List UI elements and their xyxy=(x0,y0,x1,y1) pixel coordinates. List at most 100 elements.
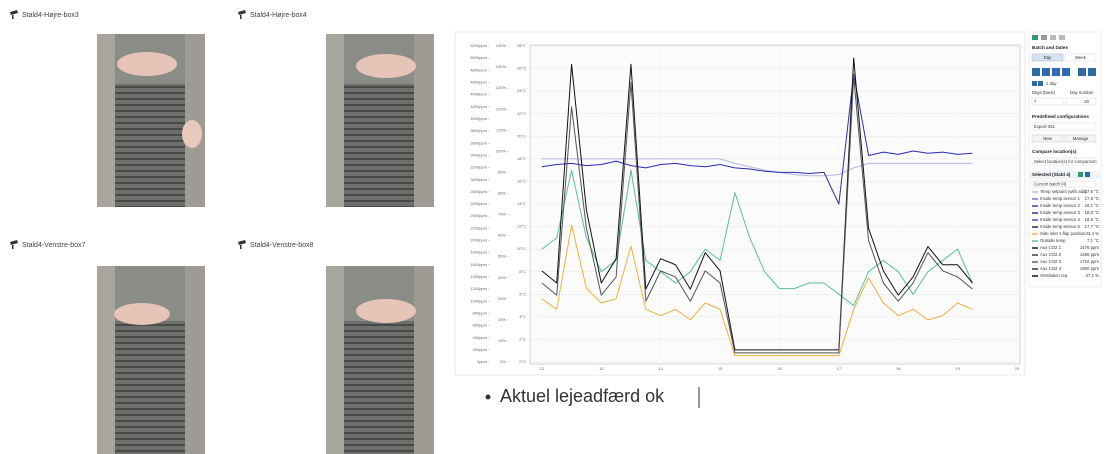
select[interactable] xyxy=(1031,157,1097,166)
button-label: New xyxy=(1043,136,1052,141)
y-tick-label: 28°C xyxy=(517,43,526,48)
legend-name: Side inlet 1 flap position xyxy=(1040,231,1086,236)
y3-tick-label: 60% xyxy=(498,233,506,238)
camera-tile[interactable]: Stald4-Venstre-box8 xyxy=(238,240,434,454)
legend-name: Outside temp xyxy=(1040,238,1066,243)
y2-tick-label: 2800ppm xyxy=(470,189,487,194)
y2-tick-label: 4400ppm xyxy=(470,92,487,97)
y-tick-label: 6°C xyxy=(519,291,526,296)
y3-tick-label: 50% xyxy=(498,254,506,259)
y-tick-label: 24°C xyxy=(517,88,526,93)
input-value: 20 xyxy=(1084,99,1089,104)
y2-tick-label: 0ppm xyxy=(477,359,488,364)
y-tick-label: 22°C xyxy=(517,111,526,116)
y-tick-label: 10°C xyxy=(517,246,526,251)
camera-tile[interactable]: Stald4-Højre-box4 xyxy=(238,10,434,207)
input[interactable] xyxy=(1065,97,1097,106)
legend-reading: 1496 ppm xyxy=(1080,252,1100,257)
field-label: Days (back) xyxy=(1032,90,1055,95)
legend-reading: 17,7 °C xyxy=(1085,224,1099,229)
section-title: Compare location(s) xyxy=(1032,149,1077,154)
y3-tick-label: 20% xyxy=(498,317,506,322)
y2-tick-label: 5000ppm xyxy=(470,55,487,60)
y3-tick-label: 0% xyxy=(500,359,506,364)
x-tick-label: 17 xyxy=(837,366,842,371)
legend-reading: 18,6 °C xyxy=(1085,217,1099,222)
y3-tick-label: 120% xyxy=(496,106,507,111)
y2-tick-label: 1800ppm xyxy=(470,250,487,255)
legend-reading: 7,1 °C xyxy=(1087,238,1099,243)
camera-label: Stald4-Højre-box3 xyxy=(22,12,79,19)
camera-tile[interactable]: Stald4-Højre-box3 xyxy=(10,10,205,207)
y2-tick-label: 2400ppm xyxy=(470,213,487,218)
legend: Temp setpoint (with add)17,6 °C Inside te… xyxy=(1032,189,1099,278)
y-tick-label: 18°C xyxy=(517,156,526,161)
legend-name: Aux CO2 2 xyxy=(1040,252,1062,257)
y2-tick-label: 600ppm xyxy=(473,323,488,328)
button[interactable] xyxy=(1031,134,1064,143)
series-line xyxy=(541,57,973,351)
y2-tick-label: 4600ppm xyxy=(470,80,487,85)
y2-tick-label: 3000ppm xyxy=(470,177,487,182)
legend-name: Aux CO2 4 xyxy=(1040,266,1062,271)
x-tick-label: 19 xyxy=(955,366,960,371)
section-title: Selected (Stald 4) xyxy=(1032,172,1071,177)
button[interactable] xyxy=(1064,134,1097,143)
select-value: Export 031 xyxy=(1034,124,1055,129)
y2-tick-label: 400ppm xyxy=(473,335,488,340)
legend-name: Ventilation req xyxy=(1040,273,1068,278)
camera-label: Stald4-Venstre-box8 xyxy=(250,242,314,249)
legend-reading: 1476 ppm xyxy=(1080,245,1100,250)
y2-tick-label: 3400ppm xyxy=(470,152,487,157)
y-tick-label: 8°C xyxy=(519,269,526,274)
step-label: 1 day xyxy=(1046,81,1057,86)
select[interactable] xyxy=(1031,180,1097,188)
tab[interactable] xyxy=(1031,53,1064,62)
section-title: Batch and Dates xyxy=(1032,45,1068,50)
series-line xyxy=(541,224,973,357)
x-tick-label: 20 xyxy=(1015,366,1020,371)
camera-tile[interactable]: Stald4-Venstre-box7 xyxy=(10,240,205,454)
x-tick-label: 16 xyxy=(777,366,782,371)
bullet-dot xyxy=(485,394,491,400)
legend-reading: 17,8 °C xyxy=(1085,196,1099,201)
section-header xyxy=(1030,171,1100,179)
y2-tick-label: 4200ppm xyxy=(470,104,487,109)
y2-tick-label: 5200ppm xyxy=(470,43,487,48)
legend-reading: 1710 ppm xyxy=(1080,259,1100,264)
y3-tick-label: 30% xyxy=(498,296,506,301)
series-line xyxy=(541,75,973,354)
y3-tick-label: 40% xyxy=(498,275,506,280)
series-line xyxy=(541,73,973,205)
legend-reading: 23,4 % xyxy=(1086,231,1100,236)
y-tick-label: 26°C xyxy=(517,66,526,71)
tab[interactable] xyxy=(1064,53,1097,62)
bullet-text: Aktuel lejeadfærd ok xyxy=(500,386,665,406)
camera-label: Stald4-Venstre-box7 xyxy=(22,242,86,249)
input-value: 7 xyxy=(1034,99,1037,104)
button-label: Manage xyxy=(1073,136,1089,141)
y-tick-label: 14°C xyxy=(517,201,526,206)
y2-tick-label: 2200ppm xyxy=(470,225,487,230)
x-tick-label: 12 xyxy=(540,366,545,371)
date-buttons[interactable] xyxy=(1032,68,1096,86)
select[interactable] xyxy=(1031,122,1097,131)
y2-tick-label: 3200ppm xyxy=(470,165,487,170)
legend-reading: 1800 ppm xyxy=(1080,266,1100,271)
y-tick-label: 16°C xyxy=(517,178,526,183)
y3-tick-label: 70% xyxy=(498,212,506,217)
series-line xyxy=(541,158,973,177)
input[interactable] xyxy=(1031,97,1064,106)
y3-tick-label: 80% xyxy=(498,191,506,196)
legend-reading: 18,0 °C xyxy=(1085,210,1099,215)
camera-label: Stald4-Højre-box4 xyxy=(250,12,307,19)
y3-tick-label: 100% xyxy=(496,148,507,153)
select-value: Current batch (4) xyxy=(1034,181,1067,186)
y-tick-label: 20°C xyxy=(517,133,526,138)
legend-name: Inside temp sensor 3 xyxy=(1040,210,1080,215)
tab-label: Week xyxy=(1075,55,1087,60)
tab-label: Day xyxy=(1044,55,1052,60)
y2-tick-label: 1600ppm xyxy=(470,262,487,267)
plot-area xyxy=(529,44,1021,365)
y2-tick-label: 4800ppm xyxy=(470,67,487,72)
